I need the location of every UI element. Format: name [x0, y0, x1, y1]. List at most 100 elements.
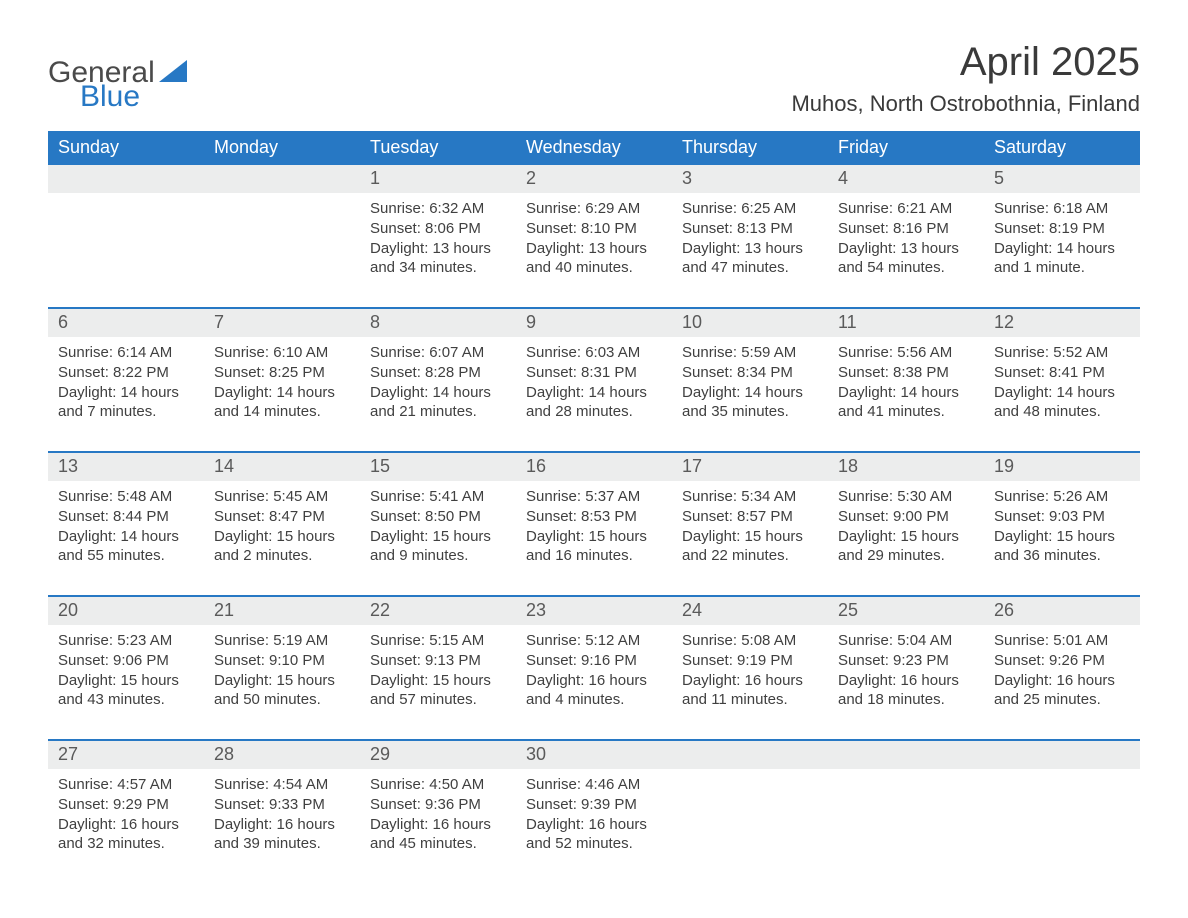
weeks-container: 12345Sunrise: 6:32 AMSunset: 8:06 PMDayl…	[48, 165, 1140, 865]
day-sunset: Sunset: 8:19 PM	[994, 219, 1130, 239]
day-cell: Sunrise: 5:45 AMSunset: 8:47 PMDaylight:…	[204, 481, 360, 577]
day-sunrise: Sunrise: 6:10 AM	[214, 343, 350, 363]
day-number: 20	[48, 597, 204, 625]
day-daylight2: and 39 minutes.	[214, 834, 350, 854]
day-cell: Sunrise: 5:52 AMSunset: 8:41 PMDaylight:…	[984, 337, 1140, 433]
day-sunset: Sunset: 9:36 PM	[370, 795, 506, 815]
location-subtitle: Muhos, North Ostrobothnia, Finland	[791, 91, 1140, 117]
day-sunrise: Sunrise: 5:08 AM	[682, 631, 818, 651]
day-sunset: Sunset: 9:33 PM	[214, 795, 350, 815]
day-daylight2: and 11 minutes.	[682, 690, 818, 710]
day-sunset: Sunset: 8:41 PM	[994, 363, 1130, 383]
day-daylight2: and 25 minutes.	[994, 690, 1130, 710]
weekday-thu: Thursday	[672, 131, 828, 165]
weekday-sun: Sunday	[48, 131, 204, 165]
day-daylight1: Daylight: 16 hours	[838, 671, 974, 691]
day-number: 6	[48, 309, 204, 337]
daynum-row: 20212223242526	[48, 597, 1140, 625]
day-sunset: Sunset: 8:16 PM	[838, 219, 974, 239]
day-daylight1: Daylight: 16 hours	[994, 671, 1130, 691]
day-daylight2: and 34 minutes.	[370, 258, 506, 278]
calendar: Sunday Monday Tuesday Wednesday Thursday…	[48, 131, 1140, 865]
day-daylight1: Daylight: 14 hours	[526, 383, 662, 403]
day-sunset: Sunset: 8:34 PM	[682, 363, 818, 383]
day-sunrise: Sunrise: 5:01 AM	[994, 631, 1130, 651]
day-number: 4	[828, 165, 984, 193]
day-cell: Sunrise: 5:37 AMSunset: 8:53 PMDaylight:…	[516, 481, 672, 577]
day-number: 11	[828, 309, 984, 337]
day-daylight2: and 43 minutes.	[58, 690, 194, 710]
day-number: 26	[984, 597, 1140, 625]
day-daylight1: Daylight: 14 hours	[994, 383, 1130, 403]
day-cell: Sunrise: 5:04 AMSunset: 9:23 PMDaylight:…	[828, 625, 984, 721]
day-sunset: Sunset: 8:38 PM	[838, 363, 974, 383]
day-daylight1: Daylight: 15 hours	[214, 527, 350, 547]
day-sunrise: Sunrise: 6:21 AM	[838, 199, 974, 219]
day-daylight2: and 52 minutes.	[526, 834, 662, 854]
day-number: 30	[516, 741, 672, 769]
day-cell: Sunrise: 5:15 AMSunset: 9:13 PMDaylight:…	[360, 625, 516, 721]
day-sunrise: Sunrise: 5:52 AM	[994, 343, 1130, 363]
day-daylight2: and 35 minutes.	[682, 402, 818, 422]
day-number: 29	[360, 741, 516, 769]
day-sunset: Sunset: 8:44 PM	[58, 507, 194, 527]
weekday-tue: Tuesday	[360, 131, 516, 165]
day-number: 21	[204, 597, 360, 625]
brand-logo: General Blue	[48, 40, 187, 112]
day-cell: Sunrise: 6:03 AMSunset: 8:31 PMDaylight:…	[516, 337, 672, 433]
day-daylight1: Daylight: 16 hours	[214, 815, 350, 835]
day-sunset: Sunset: 8:57 PM	[682, 507, 818, 527]
day-cell: Sunrise: 5:34 AMSunset: 8:57 PMDaylight:…	[672, 481, 828, 577]
day-number: 15	[360, 453, 516, 481]
day-daylight1: Daylight: 14 hours	[58, 527, 194, 547]
weekday-mon: Monday	[204, 131, 360, 165]
day-sunrise: Sunrise: 5:37 AM	[526, 487, 662, 507]
day-daylight2: and 40 minutes.	[526, 258, 662, 278]
day-sunrise: Sunrise: 6:32 AM	[370, 199, 506, 219]
day-sunset: Sunset: 9:03 PM	[994, 507, 1130, 527]
day-sunset: Sunset: 8:10 PM	[526, 219, 662, 239]
day-daylight2: and 41 minutes.	[838, 402, 974, 422]
daynum-row: 13141516171819	[48, 453, 1140, 481]
day-number: 23	[516, 597, 672, 625]
day-sunrise: Sunrise: 5:12 AM	[526, 631, 662, 651]
day-daylight1: Daylight: 15 hours	[370, 671, 506, 691]
day-daylight1: Daylight: 15 hours	[682, 527, 818, 547]
day-cell: Sunrise: 6:29 AMSunset: 8:10 PMDaylight:…	[516, 193, 672, 289]
header: General Blue April 2025 Muhos, North Ost…	[48, 40, 1140, 117]
day-daylight2: and 1 minute.	[994, 258, 1130, 278]
daynum-row: 27282930	[48, 741, 1140, 769]
day-sunset: Sunset: 8:25 PM	[214, 363, 350, 383]
day-sunrise: Sunrise: 6:07 AM	[370, 343, 506, 363]
day-sunset: Sunset: 8:13 PM	[682, 219, 818, 239]
day-daylight2: and 32 minutes.	[58, 834, 194, 854]
day-cell	[984, 769, 1140, 865]
day-sunset: Sunset: 9:29 PM	[58, 795, 194, 815]
day-sunrise: Sunrise: 5:15 AM	[370, 631, 506, 651]
day-daylight1: Daylight: 14 hours	[994, 239, 1130, 259]
day-daylight1: Daylight: 15 hours	[526, 527, 662, 547]
day-number: 28	[204, 741, 360, 769]
day-cell: Sunrise: 4:46 AMSunset: 9:39 PMDaylight:…	[516, 769, 672, 865]
day-cell: Sunrise: 5:01 AMSunset: 9:26 PMDaylight:…	[984, 625, 1140, 721]
day-daylight1: Daylight: 15 hours	[58, 671, 194, 691]
day-number: 7	[204, 309, 360, 337]
day-daylight2: and 9 minutes.	[370, 546, 506, 566]
day-daylight1: Daylight: 15 hours	[370, 527, 506, 547]
day-number	[672, 741, 828, 769]
daynum-row: 12345	[48, 165, 1140, 193]
day-cell: Sunrise: 5:56 AMSunset: 8:38 PMDaylight:…	[828, 337, 984, 433]
day-daylight2: and 36 minutes.	[994, 546, 1130, 566]
day-sunset: Sunset: 8:22 PM	[58, 363, 194, 383]
day-sunset: Sunset: 9:10 PM	[214, 651, 350, 671]
day-daylight2: and 47 minutes.	[682, 258, 818, 278]
day-number: 3	[672, 165, 828, 193]
day-sunset: Sunset: 8:31 PM	[526, 363, 662, 383]
day-sunrise: Sunrise: 5:23 AM	[58, 631, 194, 651]
day-daylight1: Daylight: 15 hours	[838, 527, 974, 547]
day-number: 27	[48, 741, 204, 769]
day-cell: Sunrise: 4:50 AMSunset: 9:36 PMDaylight:…	[360, 769, 516, 865]
day-sunrise: Sunrise: 6:03 AM	[526, 343, 662, 363]
day-daylight2: and 16 minutes.	[526, 546, 662, 566]
day-daylight1: Daylight: 14 hours	[682, 383, 818, 403]
